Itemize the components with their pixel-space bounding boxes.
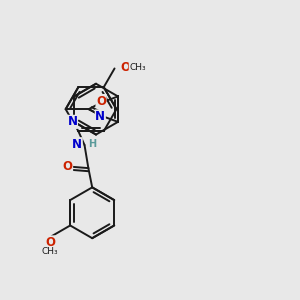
Text: CH₃: CH₃ (129, 63, 146, 72)
Text: H: H (88, 139, 97, 149)
Text: O: O (45, 236, 55, 249)
Text: N: N (95, 110, 105, 123)
Text: O: O (121, 61, 131, 74)
Text: N: N (68, 116, 77, 128)
Text: N: N (72, 138, 82, 151)
Text: O: O (63, 160, 73, 173)
Text: O: O (96, 94, 106, 108)
Text: CH₃: CH₃ (42, 247, 58, 256)
